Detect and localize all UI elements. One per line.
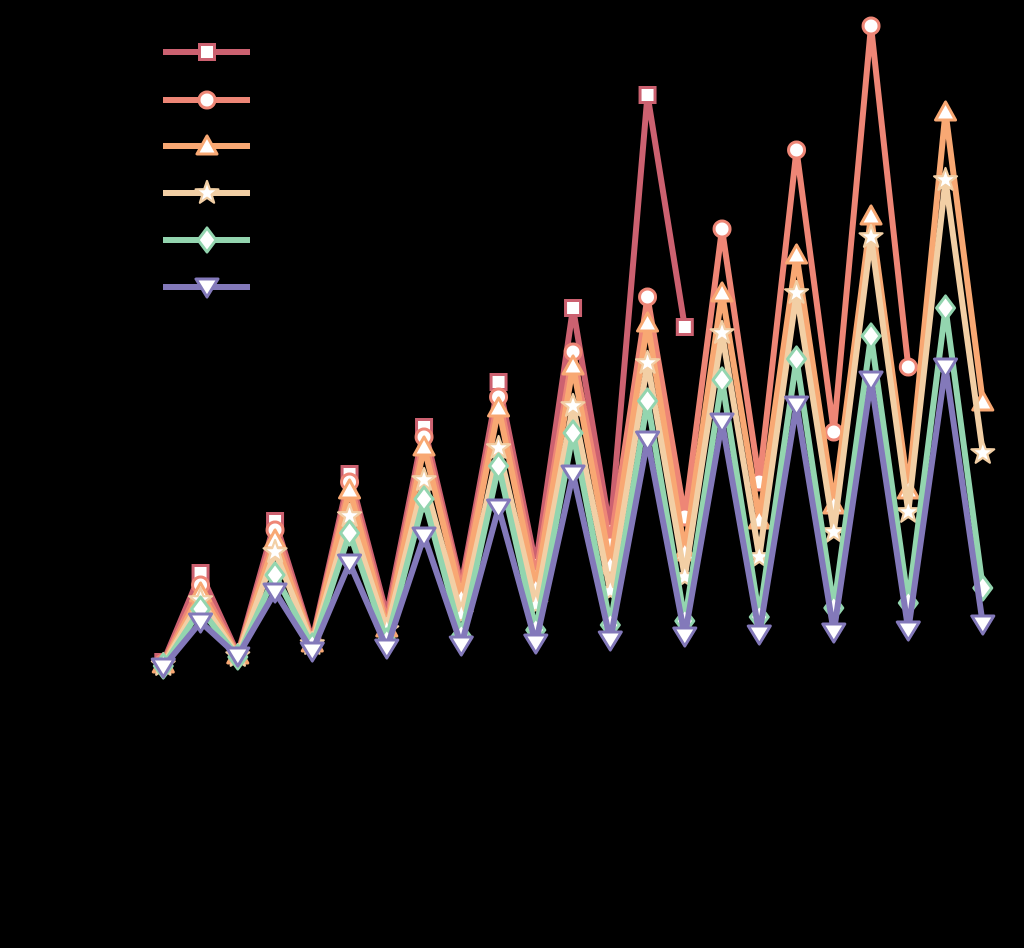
diamond-marker-icon [935,294,957,322]
triangle-down-marker-icon [150,657,176,679]
triangle-down-marker-icon [560,464,586,486]
triangle-down-marker-icon [635,430,661,452]
legend-entry-3 [163,134,250,156]
triangle-up-marker-icon [934,100,958,122]
star-marker-icon [784,279,810,304]
legend-entry-4 [163,179,250,204]
triangle-down-marker-icon [448,635,474,657]
legend-entry-2 [163,90,250,110]
triangle-down-marker-icon [970,614,996,636]
legend-entry-1 [163,43,250,61]
star-marker-icon [970,439,996,464]
star-marker-icon [262,538,288,563]
triangle-down-marker-icon [746,624,772,646]
square-marker-icon [638,86,657,104]
diamond-marker-icon [339,519,361,547]
circle-marker-icon [787,140,807,160]
circle-marker-icon [712,219,732,239]
triangle-down-marker-icon [374,638,400,660]
triangle-up-marker-icon [859,204,883,226]
triangle-down-marker-icon [262,582,288,604]
triangle-down-marker-icon [895,620,921,642]
triangle-down-marker-icon [299,641,325,663]
triangle-down-marker-icon [933,357,959,379]
star-marker-icon [933,166,959,191]
diamond-marker-icon [488,452,510,480]
diamond-marker-icon [637,387,659,415]
star-marker-icon [560,392,586,417]
triangle-down-marker-icon [784,395,810,417]
triangle-up-marker-icon [195,134,219,156]
triangle-up-marker-icon [636,311,660,333]
diamond-marker-icon [711,366,733,394]
legend [163,43,250,299]
triangle-up-marker-icon [785,243,809,265]
triangle-up-marker-icon [561,354,585,376]
triangle-down-marker-icon [523,633,549,655]
triangle-down-marker-icon [709,412,735,434]
square-marker-icon [564,299,583,317]
square-marker-icon [198,43,216,61]
series-triangle-down [150,357,996,679]
circle-marker-icon [638,287,658,307]
legend-entry-6 [163,277,250,299]
diamond-marker-icon [860,322,882,350]
circle-marker-icon [824,422,844,442]
diamond-marker-icon [196,226,218,254]
circle-marker-icon [197,90,217,110]
triangle-down-marker-icon [194,277,220,299]
triangle-up-marker-icon [338,478,362,500]
diamond-marker-icon [562,419,584,447]
triangle-down-marker-icon [411,526,437,548]
triangle-down-marker-icon [225,646,251,668]
square-marker-icon [675,318,694,336]
triangle-down-marker-icon [188,612,214,634]
star-marker-icon [858,223,884,248]
triangle-down-marker-icon [597,630,623,652]
star-marker-icon [709,319,735,344]
triangle-up-marker-icon [487,396,511,418]
star-marker-icon [194,179,220,204]
triangle-up-marker-icon [412,435,436,457]
circle-marker-icon [898,357,918,377]
triangle-up-marker-icon [710,281,734,303]
star-marker-icon [411,466,437,491]
legend-entry-5 [163,226,250,254]
circle-marker-icon [861,16,881,36]
triangle-down-marker-icon [858,370,884,392]
triangle-down-marker-icon [486,498,512,520]
diamond-marker-icon [413,485,435,513]
triangle-down-marker-icon [821,622,847,644]
triangle-down-marker-icon [337,553,363,575]
triangle-down-marker-icon [672,626,698,648]
diamond-marker-icon [786,345,808,373]
square-marker-icon [489,373,508,391]
star-marker-icon [895,498,921,523]
star-marker-icon [635,349,661,374]
